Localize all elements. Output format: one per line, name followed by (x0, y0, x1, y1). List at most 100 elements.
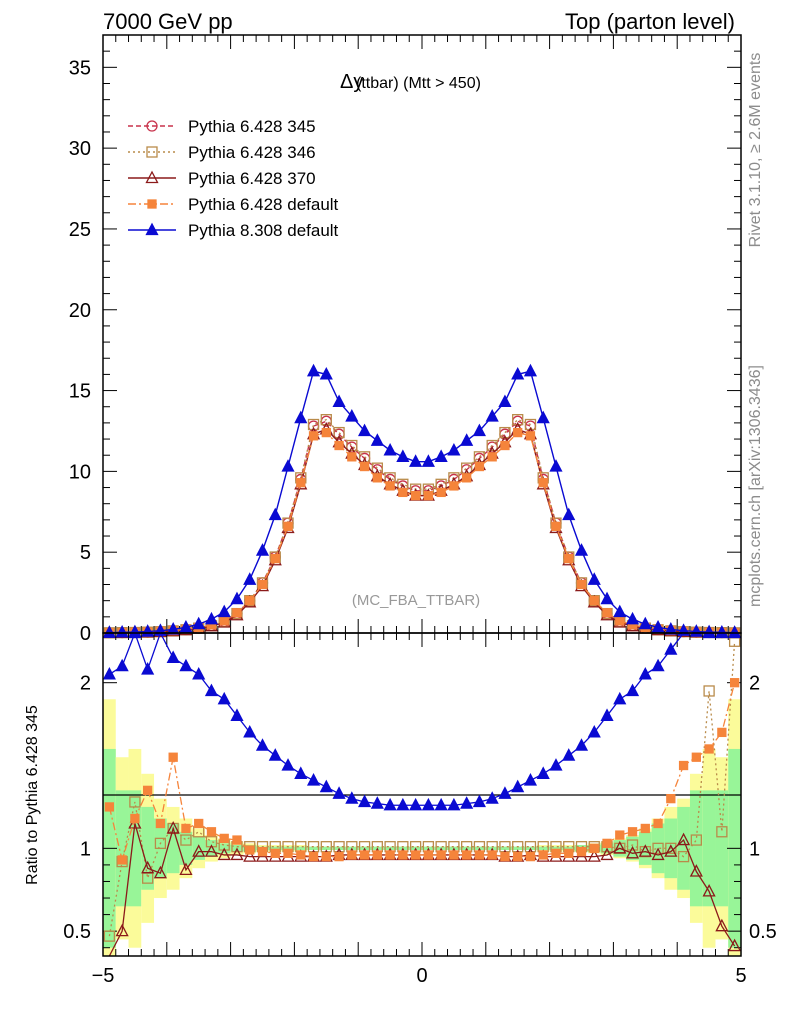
data-point (306, 363, 321, 377)
ratio-y-tick-label: 0.5 (63, 921, 91, 943)
ratio-point (396, 797, 410, 811)
ratio-point (243, 724, 257, 738)
ratio-point (651, 658, 665, 672)
ratio-point (587, 724, 601, 738)
band-green-bin (562, 846, 576, 850)
ratio-point (538, 850, 548, 860)
data-point (255, 543, 270, 556)
data-point (549, 459, 563, 472)
legend-label: Pythia 8.308 default (188, 221, 339, 240)
ratio-point (613, 840, 627, 854)
ratio-y-tick-label-right: 0.5 (749, 921, 777, 943)
data-point (511, 367, 525, 380)
data-point (410, 490, 421, 501)
band-green-bin (268, 846, 282, 850)
ratio-point (143, 785, 153, 796)
band-green-bin (498, 846, 512, 850)
ratio-point (625, 683, 640, 697)
ratio-point (194, 818, 204, 829)
band-green-bin (715, 790, 729, 907)
band-green-bin (307, 846, 320, 850)
ratio-point (638, 667, 652, 680)
ratio-point (270, 848, 280, 858)
ratio-point (141, 662, 155, 675)
ratio-point (129, 796, 141, 808)
ratio-point (345, 791, 359, 804)
data-point (217, 604, 231, 618)
ratio-y-axis-label: Ratio to Pythia 6.428 345 (24, 705, 41, 885)
ratio-point (179, 658, 193, 672)
data-point (372, 473, 382, 483)
ratio-point (665, 842, 677, 854)
data-point (192, 616, 206, 630)
band-green-bin (179, 831, 193, 865)
ratio-point (115, 923, 129, 937)
ratio-point (308, 851, 319, 862)
data-point (219, 616, 229, 626)
ratio-point (166, 650, 180, 663)
ratio-point (564, 848, 574, 858)
band-green-bin (689, 790, 703, 907)
data-point (485, 409, 499, 422)
ratio-point (474, 850, 485, 860)
data-point (359, 461, 370, 472)
legend-label: Pythia 6.428 370 (188, 169, 316, 188)
ratio-y-tick-label-right: 1 (749, 838, 760, 860)
ratio-point (358, 794, 372, 808)
ratio-point (562, 748, 576, 761)
ratio-point (500, 851, 510, 862)
ratio-point (230, 708, 244, 721)
ratio-point (409, 797, 423, 811)
data-point (523, 363, 538, 377)
data-point (625, 611, 640, 625)
data-point (498, 394, 512, 408)
ratio-point (192, 844, 206, 857)
ratio-point (677, 850, 690, 863)
data-point (536, 410, 550, 424)
ratio-point (574, 738, 589, 751)
band-green-bin (319, 846, 333, 850)
ratio-line (108, 682, 736, 863)
band-green-bin (536, 846, 550, 850)
ratio-point (524, 841, 537, 853)
data-point (308, 431, 319, 441)
ratio-point (372, 850, 382, 860)
ratio-point (166, 821, 180, 834)
plot-title-sub: (ttbar) (Mtt > 450) (356, 75, 481, 92)
ratio-point (398, 850, 408, 860)
ratio-point (638, 844, 652, 857)
ratio-point (206, 827, 217, 837)
data-point (245, 596, 255, 606)
ratio-point (321, 851, 331, 862)
data-point (487, 452, 497, 462)
ratio-line (109, 631, 735, 806)
ratio-axis-ticks: 0.5 0.5 1 1 2 2 −5 0 5 (63, 633, 777, 987)
ratio-series-p346 (103, 635, 741, 942)
data-point (574, 543, 589, 556)
data-point (283, 521, 293, 531)
ratio-point (180, 834, 192, 846)
data-point (166, 622, 180, 635)
y-tick-label: 15 (69, 381, 91, 403)
ratio-point (600, 708, 614, 721)
data-point (472, 423, 486, 437)
ratio-point (296, 850, 306, 860)
data-point (473, 451, 486, 463)
ratio-point (511, 779, 525, 793)
data-point (294, 410, 308, 424)
ratio-point (460, 796, 474, 809)
y-tick-label: 10 (69, 461, 91, 483)
data-point (370, 433, 384, 446)
data-point (232, 608, 242, 618)
ratio-point (306, 773, 321, 786)
ratio-point (334, 851, 344, 862)
ratio-point (498, 786, 512, 799)
ratio-point (192, 667, 206, 680)
ratio-point (117, 855, 127, 865)
ratio-point (652, 842, 664, 854)
ratio-point (423, 850, 434, 860)
data-point (615, 616, 625, 626)
y-tick-label: 5 (80, 542, 91, 564)
data-point (613, 604, 627, 618)
data-point (486, 439, 498, 452)
